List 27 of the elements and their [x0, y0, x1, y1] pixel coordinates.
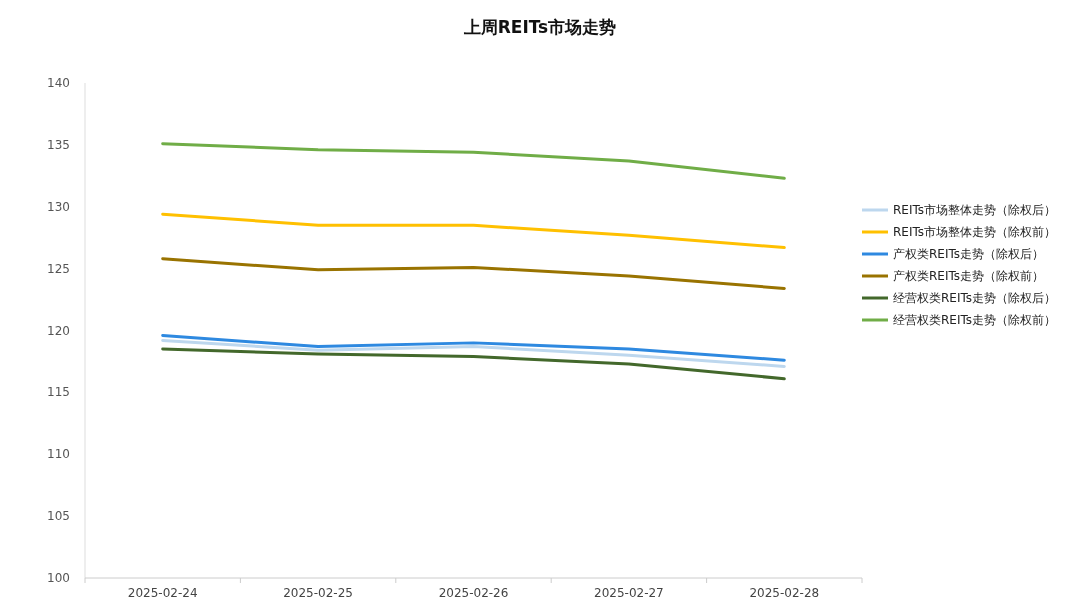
legend-label: 产权类REITs走势（除权前） [893, 269, 1045, 283]
y-tick-label: 125 [47, 261, 70, 276]
y-tick-label: 105 [47, 509, 70, 524]
legend-label: 产权类REITs走势（除权后） [893, 247, 1045, 261]
x-tick-label: 2025-02-25 [283, 586, 353, 600]
y-tick-label: 130 [47, 199, 70, 214]
legend-label: REITs市场整体走势（除权前） [893, 225, 1057, 239]
y-tick-label: 115 [47, 385, 70, 400]
y-tick-label: 100 [47, 571, 70, 585]
line-series [161, 142, 786, 180]
line-series [161, 333, 786, 362]
chart-title: 上周REITs市场走势 [462, 17, 617, 37]
y-tick-label: 120 [47, 323, 70, 338]
line-series [161, 347, 786, 381]
x-tick-label: 2025-02-26 [438, 586, 509, 600]
line-series [161, 257, 786, 290]
legend-label: 经营权类REITs走势（除权后） [893, 291, 1057, 305]
x-tick-label: 2025-02-27 [594, 586, 664, 600]
y-tick-label: 140 [47, 76, 70, 90]
legend-label: 经营权类REITs走势（除权前） [893, 313, 1057, 327]
legend-label: REITs市场整体走势（除权后） [893, 203, 1057, 217]
x-tick-label: 2025-02-28 [749, 586, 820, 600]
y-tick-label: 135 [47, 137, 70, 152]
y-tick-label: 110 [47, 447, 70, 462]
x-tick-label: 2025-02-24 [127, 586, 198, 600]
line-series [161, 338, 786, 368]
line-series [161, 212, 786, 250]
